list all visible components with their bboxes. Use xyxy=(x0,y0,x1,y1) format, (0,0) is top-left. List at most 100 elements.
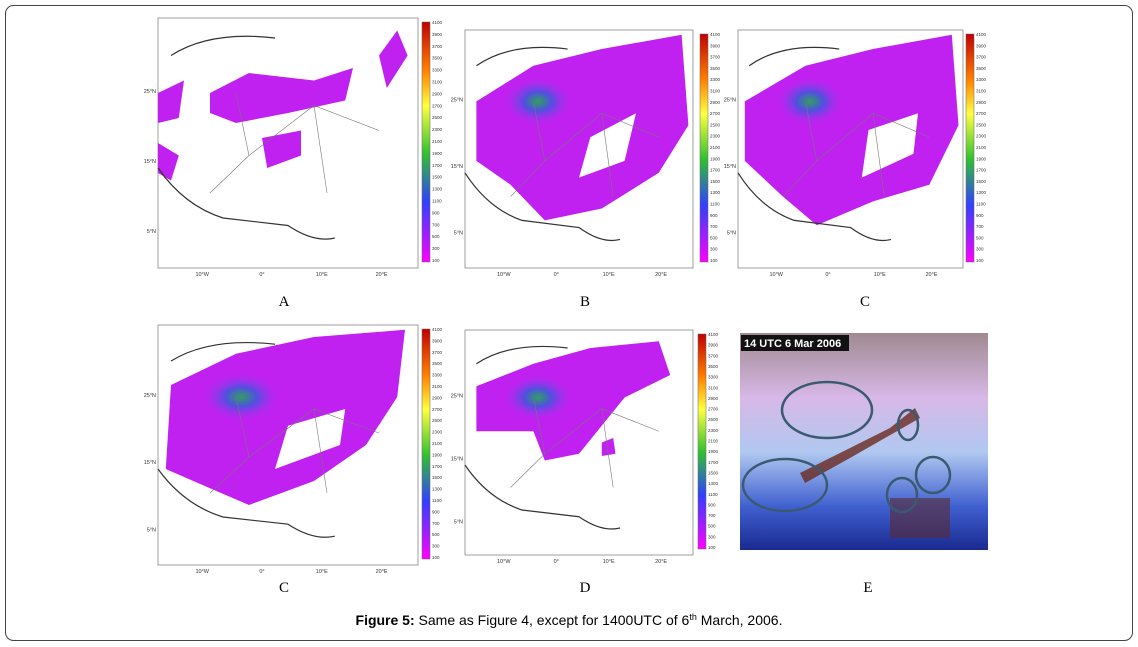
colorbar-label: 3700 xyxy=(710,55,721,60)
coast-dark xyxy=(890,498,950,538)
colorbar-label: 1700 xyxy=(976,168,987,173)
panel-label: C xyxy=(279,580,289,596)
caption: Figure 5: Same as Figure 4, except for 1… xyxy=(356,612,783,628)
colorbar-label: 100 xyxy=(432,555,440,560)
colorbar xyxy=(965,33,975,263)
colorbar-label: 2100 xyxy=(432,441,443,446)
lon-label: 20°E xyxy=(655,272,667,278)
colorbar-label: 4100 xyxy=(432,327,443,332)
colorbar-label: 1700 xyxy=(432,163,443,168)
colorbar-label: 700 xyxy=(710,224,718,229)
lon-label: 20°E xyxy=(376,569,388,575)
panel-label: D xyxy=(580,580,591,596)
colorbar-label: 3700 xyxy=(432,44,443,49)
highlight-ellipse xyxy=(914,455,952,495)
dust-core xyxy=(202,373,281,421)
colorbar-label: 3900 xyxy=(432,32,443,37)
lon-label: 0° xyxy=(259,272,264,278)
lon-label: 0° xyxy=(825,272,830,278)
caption-sup: th xyxy=(689,612,697,622)
colorbar-label: 1500 xyxy=(708,470,719,475)
colorbar-label: 500 xyxy=(976,235,984,240)
colorbar-label: 3500 xyxy=(710,66,721,71)
caption-rest: March, 2006. xyxy=(697,612,783,628)
colorbar-label: 900 xyxy=(432,210,440,215)
dust-area xyxy=(158,80,184,123)
colorbar-label: 1700 xyxy=(432,464,443,469)
colorbar-label: 3500 xyxy=(432,361,443,366)
overlay-box xyxy=(741,335,849,351)
colorbar-label: 4100 xyxy=(708,332,719,337)
colorbar-label: 2500 xyxy=(708,417,719,422)
colorbar-label: 700 xyxy=(432,521,440,526)
colorbar-label: 1100 xyxy=(976,202,986,207)
highlight-ellipse xyxy=(896,408,920,442)
lat-label: 5°N xyxy=(454,231,463,237)
colorbar-label: 2900 xyxy=(708,396,719,401)
lon-label: 0° xyxy=(554,272,559,278)
panel: B 25°N 15°N 5°N 10°W 0° 10°E 20°E 4100 3900 3700 35… xyxy=(451,29,721,310)
dust-band xyxy=(800,408,920,483)
colorbar-label: 300 xyxy=(710,247,718,252)
colorbar-label: 2700 xyxy=(432,103,443,108)
colorbar-label: 300 xyxy=(708,534,716,539)
colorbar-label: 1900 xyxy=(710,156,721,161)
highlight-ellipse xyxy=(741,457,829,513)
colorbar-label: 2300 xyxy=(432,127,443,132)
colorbar-label: 100 xyxy=(976,258,984,263)
colorbar-label: 2900 xyxy=(432,91,443,96)
colorbar-label: 500 xyxy=(432,532,440,537)
lat-label: 25°N xyxy=(724,97,736,103)
coastline xyxy=(464,46,621,242)
lat-label: 15°N xyxy=(724,164,736,170)
colorbar-label: 1300 xyxy=(976,190,987,195)
borders xyxy=(209,92,380,194)
caption-text: Same as Figure 4, except for 1400UTC of … xyxy=(415,612,690,628)
colorbar-label: 2700 xyxy=(976,111,987,116)
colorbar-label: 2100 xyxy=(976,145,987,150)
colorbar-label: 3100 xyxy=(432,80,443,85)
colorbar-label: 2700 xyxy=(710,111,721,116)
colorbar-label: 1700 xyxy=(710,168,721,173)
colorbar-label: 1500 xyxy=(976,179,987,184)
colorbar-label: 1300 xyxy=(708,481,719,486)
colorbar-label: 4100 xyxy=(710,32,721,37)
colorbar-label: 2500 xyxy=(432,115,443,120)
colorbar-label: 4100 xyxy=(976,32,987,37)
dust-core xyxy=(503,375,573,420)
lon-label: 20°E xyxy=(655,559,667,565)
dust-core xyxy=(776,77,844,126)
lon-label: 10°E xyxy=(316,272,328,278)
lat-label: 15°N xyxy=(451,457,463,463)
colorbar-label: 2300 xyxy=(708,428,719,433)
colorbar-label: 1100 xyxy=(708,492,718,497)
colorbar-label: 3100 xyxy=(710,89,721,94)
colorbar-label: 2900 xyxy=(976,100,987,105)
lat-label: 5°N xyxy=(727,231,736,237)
coastline xyxy=(737,46,892,242)
colorbar-label: 900 xyxy=(708,502,716,507)
colorbar-label: 2100 xyxy=(432,139,443,144)
colorbar xyxy=(697,333,707,550)
colorbar-label: 1500 xyxy=(432,475,443,480)
dust-core xyxy=(503,77,573,126)
colorbar-label: 3700 xyxy=(432,350,443,355)
colorbar-label: 1900 xyxy=(976,156,987,161)
borders xyxy=(209,396,380,494)
colorbar-label: 3900 xyxy=(976,43,987,48)
lat-label: 5°N xyxy=(147,229,156,235)
colorbar-label: 1100 xyxy=(432,498,442,503)
colorbar-label: 1500 xyxy=(710,179,721,184)
colorbar-label: 300 xyxy=(432,544,440,549)
lat-label: 25°N xyxy=(144,89,156,95)
lat-label: 5°N xyxy=(147,527,156,533)
lon-label: 20°E xyxy=(926,272,938,278)
lat-label: 15°N xyxy=(144,159,156,165)
coastline xyxy=(464,345,621,530)
colorbar-label: 2900 xyxy=(710,100,721,105)
lat-label: 15°N xyxy=(451,164,463,170)
dust-area xyxy=(158,143,179,181)
dust-area xyxy=(476,341,671,461)
colorbar-label: 3300 xyxy=(432,373,443,378)
